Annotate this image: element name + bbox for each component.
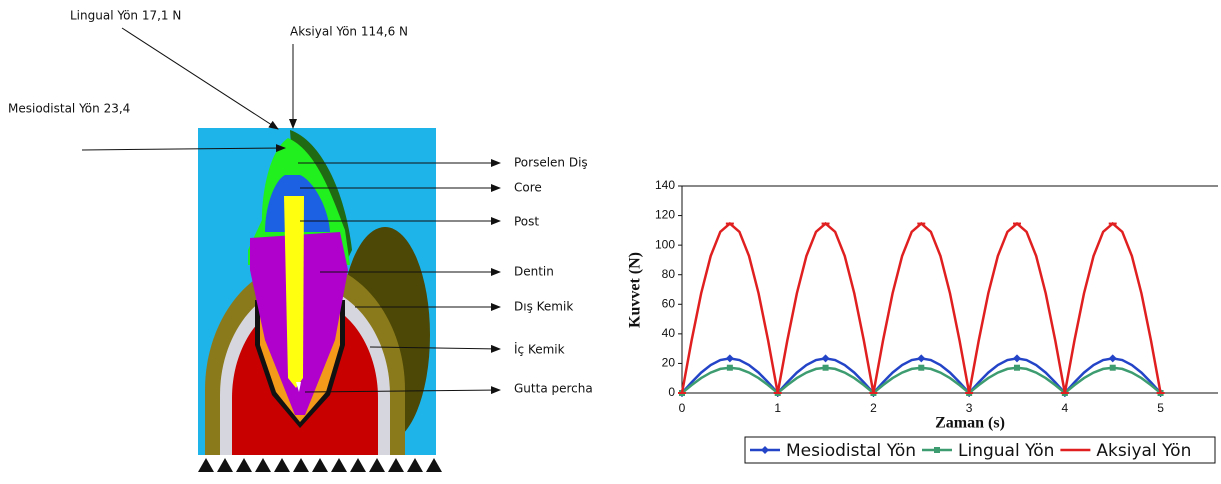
x-tick-label: 3 (966, 401, 973, 415)
point-marker (1071, 449, 1079, 451)
x-tick-label: 1 (774, 401, 781, 415)
point-marker (1013, 354, 1021, 362)
y-axis-label: Kuvvet (N) (627, 252, 644, 328)
point-marker (822, 223, 830, 225)
supports (198, 458, 442, 472)
point-marker (822, 354, 830, 362)
force-label: Mesiodistal Yön 23,4 (8, 102, 130, 116)
part-label: Dış Kemik (514, 300, 573, 314)
point-marker (1157, 392, 1165, 394)
point-marker (917, 223, 925, 225)
legend-label: Mesiodistal Yön (786, 441, 916, 461)
point-marker (918, 365, 924, 371)
y-tick-label: 100 (655, 237, 675, 251)
point-marker (1061, 392, 1069, 394)
force-label: Lingual Yön 17,1 N (70, 9, 181, 23)
x-tick-label: 4 (1062, 401, 1069, 415)
point-marker (1109, 223, 1117, 225)
y-tick-label: 80 (662, 267, 676, 281)
part-label: Dentin (514, 265, 554, 279)
y-tick-label: 120 (655, 208, 675, 222)
point-marker (727, 365, 733, 371)
y-tick-label: 60 (662, 296, 676, 310)
y-tick-label: 0 (668, 385, 675, 399)
x-axis-label: Zaman (s) (935, 415, 1005, 432)
point-marker (1014, 365, 1020, 371)
tooth-diagram: Lingual Yön 17,1 N Aksiyal Yön 114,6 N M… (8, 9, 593, 473)
part-label: Gutta percha (514, 382, 593, 396)
x-tick-label: 5 (1157, 401, 1164, 415)
part-label: Post (514, 215, 539, 229)
point-marker (823, 365, 829, 371)
point-marker (1109, 354, 1117, 362)
y-tick-label: 40 (662, 326, 676, 340)
point-marker (1013, 223, 1021, 225)
part-label: İç Kemik (514, 342, 565, 357)
point-marker (869, 392, 877, 394)
point-marker (774, 392, 782, 394)
legend-label: Aksiyal Yön (1096, 441, 1191, 461)
figure: Lingual Yön 17,1 N Aksiyal Yön 114,6 N M… (0, 0, 1221, 479)
point-marker (726, 354, 734, 362)
point-marker (917, 354, 925, 362)
point-marker (934, 447, 940, 453)
point-marker (678, 392, 686, 394)
x-tick-label: 2 (870, 401, 877, 415)
point-marker (965, 392, 973, 394)
point-marker (726, 223, 734, 225)
y-tick-label: 20 (662, 356, 676, 370)
part-label: Core (514, 181, 542, 195)
series-line (682, 368, 1161, 393)
part-label: Porselen Diş (514, 156, 588, 170)
force-label: Aksiyal Yön 114,6 N (290, 25, 408, 39)
point-marker (1110, 365, 1116, 371)
y-tick-label: 140 (655, 178, 675, 192)
x-tick-label: 0 (679, 401, 686, 415)
legend-label: Lingual Yön (958, 441, 1054, 461)
chart: Zaman (s) Kuvvet (N) 0 20 40 60 80 100 120 140 0… (627, 178, 1218, 463)
